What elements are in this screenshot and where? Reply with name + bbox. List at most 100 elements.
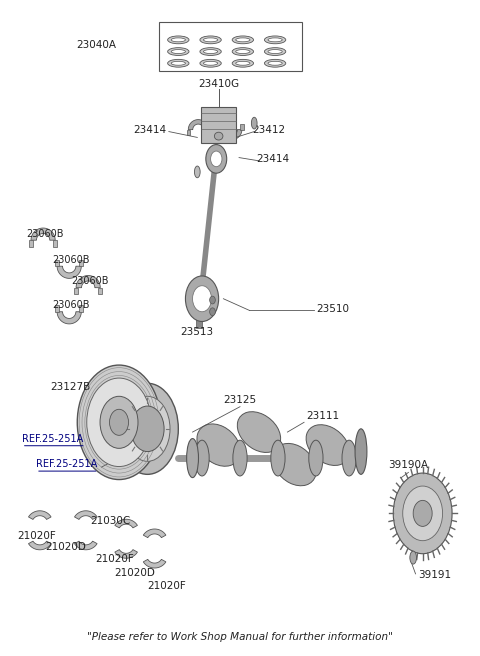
Polygon shape bbox=[74, 511, 97, 520]
Bar bbox=[159, 22, 301, 71]
Bar bbox=[55, 260, 59, 266]
Text: 21020F: 21020F bbox=[96, 554, 134, 564]
Ellipse shape bbox=[252, 117, 257, 129]
Text: 39191: 39191 bbox=[418, 571, 451, 581]
Text: 21020D: 21020D bbox=[46, 543, 86, 552]
Ellipse shape bbox=[168, 48, 189, 56]
Bar bbox=[98, 288, 102, 295]
Bar bbox=[79, 305, 84, 312]
Text: 23510: 23510 bbox=[316, 304, 349, 314]
Bar bbox=[29, 240, 33, 247]
Circle shape bbox=[109, 409, 129, 436]
Text: 23414: 23414 bbox=[133, 125, 167, 135]
Ellipse shape bbox=[187, 439, 199, 478]
Polygon shape bbox=[144, 560, 166, 568]
Text: 23410G: 23410G bbox=[198, 79, 239, 89]
Text: 23127B: 23127B bbox=[50, 382, 90, 392]
Bar bbox=[187, 130, 190, 135]
Ellipse shape bbox=[90, 392, 98, 401]
Text: 21020D: 21020D bbox=[114, 569, 155, 579]
Ellipse shape bbox=[171, 61, 185, 65]
Polygon shape bbox=[74, 541, 97, 550]
Text: 23040A: 23040A bbox=[77, 40, 117, 50]
Bar bbox=[206, 130, 210, 135]
Bar bbox=[53, 240, 57, 247]
Circle shape bbox=[185, 276, 219, 321]
Polygon shape bbox=[115, 520, 137, 528]
Ellipse shape bbox=[171, 50, 185, 54]
Text: 23111: 23111 bbox=[306, 411, 339, 421]
Text: 21030C: 21030C bbox=[91, 516, 131, 526]
Text: REF.25-251A: REF.25-251A bbox=[36, 459, 97, 469]
Ellipse shape bbox=[168, 59, 189, 67]
Ellipse shape bbox=[197, 424, 240, 466]
Text: 23060B: 23060B bbox=[53, 300, 90, 310]
Text: 21020F: 21020F bbox=[17, 531, 56, 541]
Circle shape bbox=[210, 296, 216, 304]
Ellipse shape bbox=[342, 440, 356, 476]
Ellipse shape bbox=[264, 36, 286, 44]
Ellipse shape bbox=[168, 36, 189, 44]
Polygon shape bbox=[57, 266, 81, 278]
Ellipse shape bbox=[268, 61, 282, 65]
Ellipse shape bbox=[264, 48, 286, 56]
Ellipse shape bbox=[237, 412, 281, 453]
Ellipse shape bbox=[204, 61, 218, 65]
Circle shape bbox=[413, 501, 432, 526]
Text: REF.25-251A: REF.25-251A bbox=[22, 434, 83, 444]
Bar bbox=[74, 288, 78, 295]
Ellipse shape bbox=[117, 383, 179, 474]
Ellipse shape bbox=[309, 440, 323, 476]
Text: 23060B: 23060B bbox=[26, 229, 64, 239]
Circle shape bbox=[77, 365, 161, 480]
Circle shape bbox=[131, 406, 164, 451]
Text: 23513: 23513 bbox=[181, 327, 214, 337]
Ellipse shape bbox=[236, 38, 250, 42]
Ellipse shape bbox=[171, 38, 185, 42]
Ellipse shape bbox=[215, 133, 223, 140]
Bar bbox=[240, 124, 243, 130]
Ellipse shape bbox=[204, 38, 218, 42]
Circle shape bbox=[206, 144, 227, 173]
Text: 23412: 23412 bbox=[252, 125, 285, 135]
Circle shape bbox=[192, 286, 212, 312]
Ellipse shape bbox=[204, 50, 218, 54]
Ellipse shape bbox=[200, 36, 221, 44]
Ellipse shape bbox=[125, 396, 170, 461]
Ellipse shape bbox=[355, 429, 367, 474]
Ellipse shape bbox=[233, 440, 247, 476]
Ellipse shape bbox=[271, 440, 285, 476]
Ellipse shape bbox=[200, 59, 221, 67]
Circle shape bbox=[211, 151, 222, 167]
Circle shape bbox=[393, 473, 452, 554]
Ellipse shape bbox=[232, 48, 253, 56]
Polygon shape bbox=[28, 511, 51, 520]
Circle shape bbox=[100, 396, 138, 448]
Polygon shape bbox=[222, 130, 242, 140]
Polygon shape bbox=[76, 276, 100, 288]
Ellipse shape bbox=[236, 61, 250, 65]
Text: 23060B: 23060B bbox=[72, 276, 109, 287]
Polygon shape bbox=[144, 529, 166, 538]
Bar bbox=[196, 314, 202, 328]
Ellipse shape bbox=[232, 36, 253, 44]
Ellipse shape bbox=[195, 440, 209, 476]
Circle shape bbox=[210, 308, 216, 316]
Polygon shape bbox=[57, 312, 81, 324]
Ellipse shape bbox=[236, 50, 250, 54]
Text: 23125: 23125 bbox=[223, 395, 257, 405]
Text: 21020F: 21020F bbox=[147, 581, 186, 592]
Ellipse shape bbox=[200, 48, 221, 56]
Bar bbox=[220, 124, 224, 130]
Text: 39190A: 39190A bbox=[388, 460, 429, 470]
Text: 23060B: 23060B bbox=[53, 255, 90, 265]
Ellipse shape bbox=[273, 443, 316, 485]
Bar bbox=[79, 260, 84, 266]
Polygon shape bbox=[31, 228, 55, 240]
Bar bbox=[55, 305, 59, 312]
Ellipse shape bbox=[268, 50, 282, 54]
Polygon shape bbox=[188, 119, 208, 130]
Ellipse shape bbox=[306, 424, 349, 466]
Polygon shape bbox=[115, 550, 137, 558]
Polygon shape bbox=[28, 541, 51, 550]
